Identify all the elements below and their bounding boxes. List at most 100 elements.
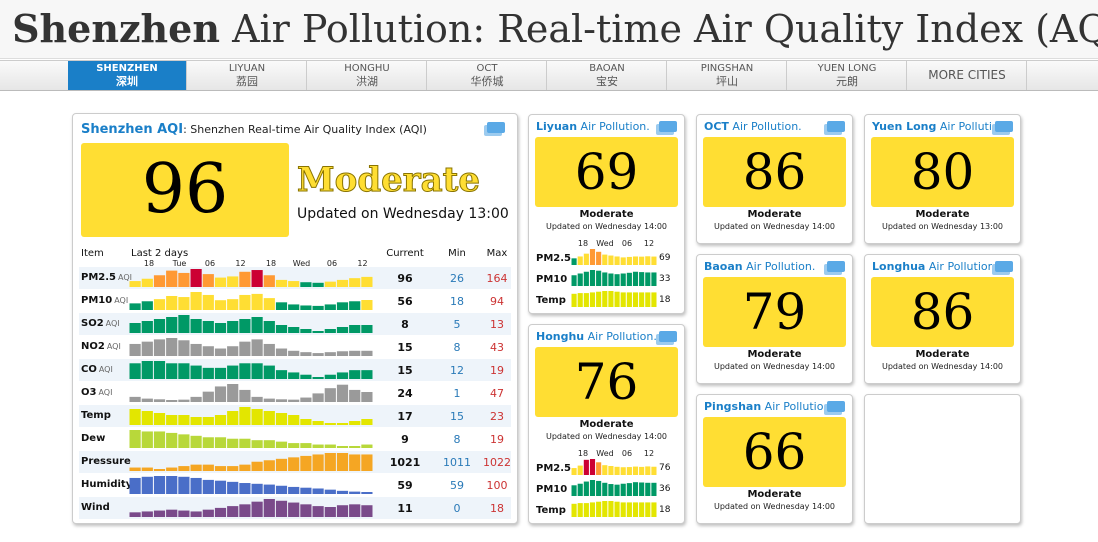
spark-bar <box>227 466 239 471</box>
spark-bar <box>153 399 166 402</box>
spark-bar <box>300 443 312 448</box>
spark-bar <box>227 438 239 448</box>
item-label: PM10 AQI <box>81 295 128 306</box>
current-value: 17 <box>397 410 413 423</box>
item-label: Wind <box>81 502 110 513</box>
spark-bar <box>361 325 373 333</box>
main-card: Shenzhen AQI: Shenzhen Real-time Air Qua… <box>72 113 518 524</box>
nav-tab[interactable]: SHENZHEN 深圳 <box>68 61 187 90</box>
city-card[interactable]: OCT Air Pollution. 86 Moderate Updated on W… <box>696 114 853 244</box>
city-title: Longhua Air Pollution. <box>872 260 992 273</box>
current-value: 11 <box>397 502 413 515</box>
icon <box>659 331 677 342</box>
spark-bar <box>632 256 639 265</box>
spark-bar <box>324 281 336 287</box>
spark-bar <box>324 423 336 425</box>
city-updated: Updated on Wednesday 14:00 <box>713 502 835 511</box>
spark-bar <box>288 443 300 448</box>
city-card[interactable]: Liyuan Air Pollution. 69 Moderate Updated o… <box>528 114 685 314</box>
nav-tab[interactable]: OCT 华侨城 <box>428 61 547 90</box>
city-suffix: Air Pollution. <box>577 120 650 133</box>
spark-bar <box>589 459 596 475</box>
spark-bar <box>614 256 620 265</box>
city-card[interactable]: Honghu Air Pollution. 76 Moderate Updated o… <box>528 324 685 524</box>
min-value: 18 <box>450 295 464 308</box>
city-card[interactable]: Baoan Air Pollution. 79 Moderate Updated on… <box>696 254 853 384</box>
item-name: Dew <box>81 433 106 444</box>
spark-bar <box>178 340 190 356</box>
sparkline <box>571 270 657 286</box>
nav-tab[interactable]: BAOAN 宝安 <box>548 61 667 90</box>
current-value: 1021 <box>389 456 421 469</box>
city-title: Baoan Air Pollution. <box>704 260 824 273</box>
icon <box>827 261 845 272</box>
spark-bar <box>577 483 583 496</box>
spark-bar <box>129 363 141 379</box>
spark-bar <box>336 490 349 494</box>
mini-item: Temp <box>536 505 566 516</box>
spark-bar <box>141 511 153 517</box>
city-aqi: 76 <box>535 347 678 417</box>
city-aqi: 79 <box>703 277 846 347</box>
title-rest: Air Pollution: Real-time Air Quality Ind… <box>219 7 1098 51</box>
max-value: 164 <box>486 272 508 285</box>
spark-bar <box>632 292 639 307</box>
spark-bar <box>190 365 202 379</box>
city-card[interactable]: Yuen Long Air Pollution. 80 Moderate Update… <box>864 114 1021 244</box>
spark-bar <box>239 483 251 494</box>
item-label: CO AQI <box>81 364 113 375</box>
city-name: OCT <box>704 120 729 133</box>
spark-bar <box>178 415 190 425</box>
spark-bar <box>288 327 300 333</box>
spark-bar <box>349 421 361 425</box>
spark-bar <box>129 467 141 471</box>
spark-bar <box>190 319 202 333</box>
spark-bar <box>214 323 227 333</box>
city-updated: Updated on Wednesday 14:00 <box>545 222 667 231</box>
spark-bar <box>312 393 324 402</box>
nav-tab[interactable]: MORE CITIES <box>908 61 1027 90</box>
spark-bar <box>312 421 324 425</box>
spark-bar <box>639 466 645 475</box>
spark-bar <box>336 279 349 287</box>
nav-tab[interactable]: PINGSHAN 坪山 <box>668 61 787 90</box>
item-unit: AQI <box>98 388 113 397</box>
spark-bar <box>651 482 657 496</box>
current-value: 9 <box>401 433 409 446</box>
city-name: Longhua <box>872 260 926 273</box>
spark-bar <box>288 350 300 356</box>
max-value: 100 <box>486 479 508 492</box>
spark-bar <box>361 392 373 402</box>
max-value: 19 <box>490 433 504 446</box>
spark-bar <box>239 319 251 333</box>
city-card[interactable]: Pingshan Air Pollution. 66 Moderate Updated… <box>696 394 853 524</box>
spark-bar <box>589 292 596 307</box>
spark-bar <box>583 481 589 496</box>
spark-bar <box>202 464 214 471</box>
spark-bar <box>577 256 583 265</box>
spark-bar <box>312 282 324 287</box>
nav-tab[interactable]: LIYUAN 荔园 <box>188 61 307 90</box>
min-value: 59 <box>450 479 464 492</box>
spark-bar <box>336 372 349 379</box>
empty-card <box>864 394 1021 524</box>
spark-bar <box>632 466 639 475</box>
time-label: 12 <box>235 259 246 268</box>
item-label: SO2 AQI <box>81 318 120 329</box>
spark-bar <box>336 446 349 448</box>
spark-bar <box>614 291 620 307</box>
spark-bar <box>349 301 361 310</box>
min-value: 15 <box>450 410 464 423</box>
city-name: Pingshan <box>704 400 762 413</box>
city-card[interactable]: Longhua Air Pollution. 86 Moderate Updated … <box>864 254 1021 384</box>
sparkline <box>129 315 373 333</box>
city-suffix: Air Pollution. <box>728 120 802 133</box>
icon <box>995 261 1013 272</box>
nav-tab[interactable]: YUEN LONG 元朗 <box>788 61 907 90</box>
spark-bar <box>202 437 214 448</box>
nav-tab[interactable]: HONGHU 洪湖 <box>308 61 427 90</box>
spark-bar <box>251 440 263 448</box>
spark-bar <box>300 305 312 310</box>
spark-bar <box>153 275 166 287</box>
